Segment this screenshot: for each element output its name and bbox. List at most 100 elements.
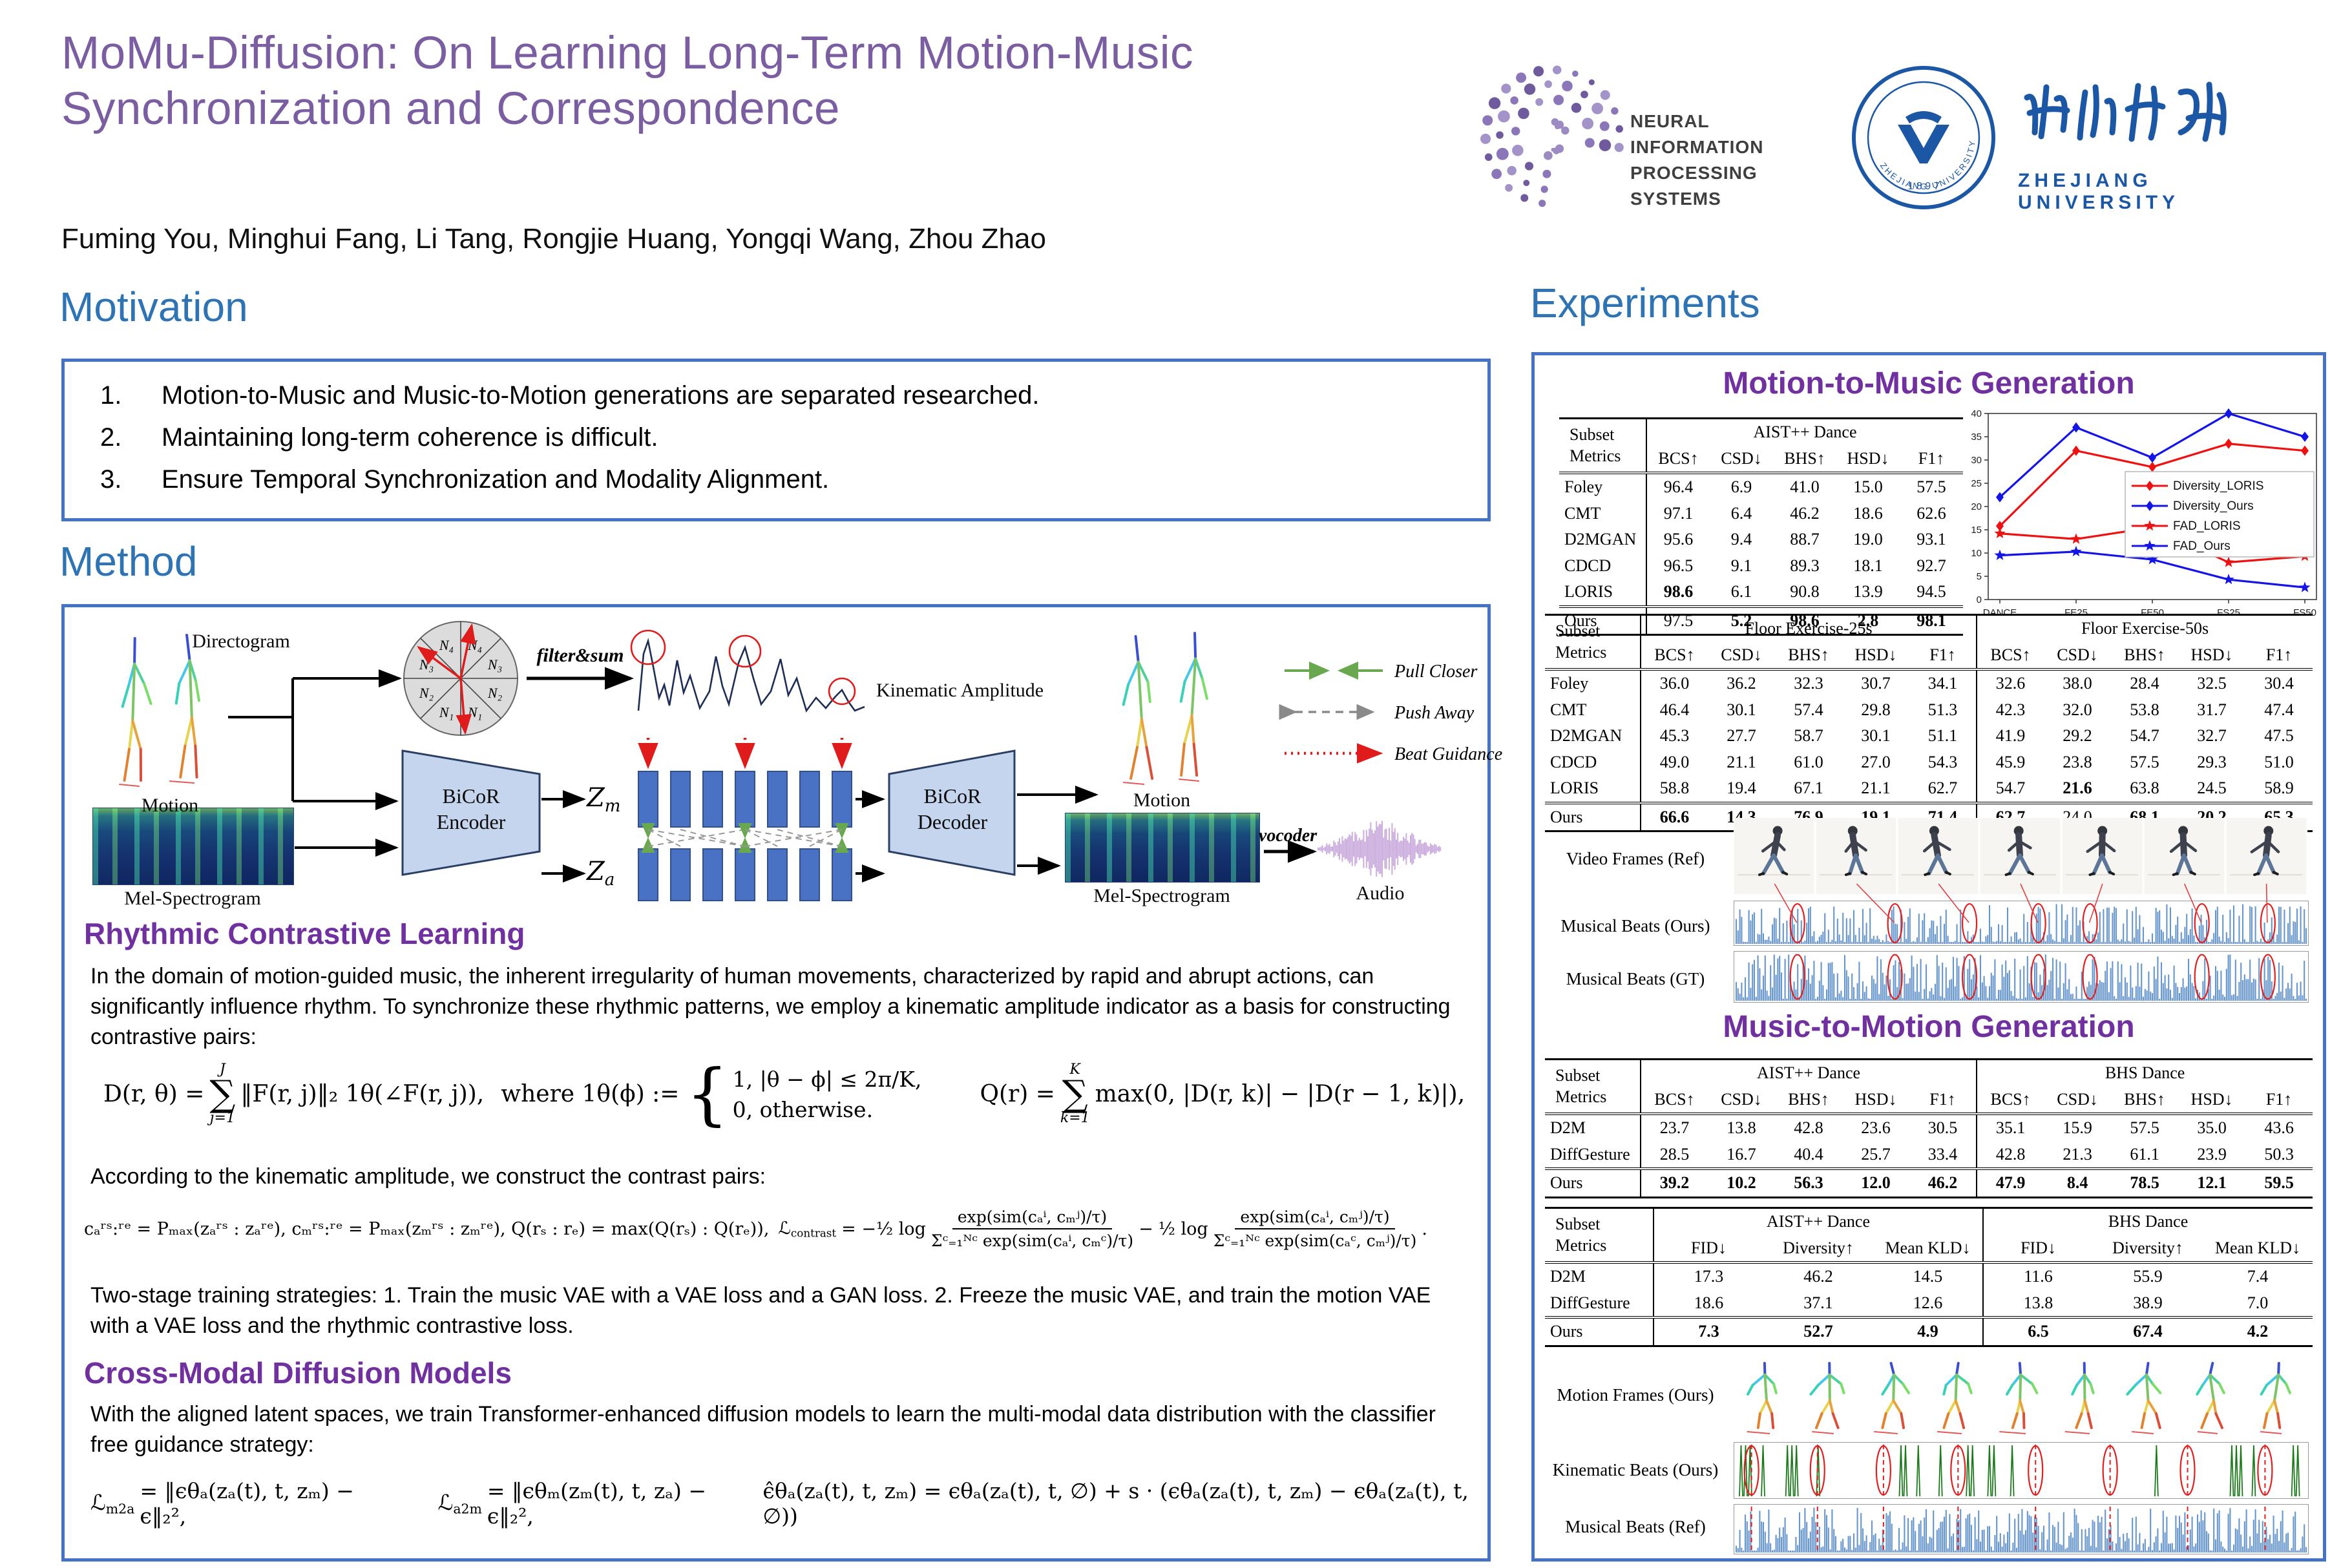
svg-text:15: 15 [1971,525,1982,536]
table-cell: 89.3 [1790,556,1820,575]
table-cell: 57.5 [2130,1118,2159,1137]
col-header: HSD↓ [1854,645,1897,664]
diagram-legend-icons [1279,662,1383,764]
table-group-header: Floor Exercise-50s [1975,614,2313,642]
mel-spectrogram-left-image [92,808,294,885]
table-corner: Subset Metrics [1570,425,1621,465]
svg-text:40: 40 [1971,408,1982,419]
table-cell: 49.0 [1640,749,1708,775]
table-cell: 21.1 [1861,779,1891,797]
table-cell: 12.6 [1913,1293,1943,1312]
col-header: BHS↑ [2124,1089,2165,1109]
rcl-paragraph: In the domain of motion-guided music, th… [90,964,1451,1049]
table-cell: 42.3 [1976,696,2044,723]
svg-text:20: 20 [1971,501,1982,512]
legend-pull-closer: Pull Closer [1394,662,1478,682]
experiments-panel: Motion-to-Music Generation Subset Metrics… [1531,352,2326,1562]
table-row: CDCD 49.0 21.1 61.0 27.0 54.3 45.9 23.8 57.5 29.3… [1545,749,2313,775]
formula-fragment: ℒa2m [437,1490,482,1517]
table-cell: 35.1 [1976,1114,2044,1142]
row-label: CDCD [1550,752,1597,771]
formula-fragment: = ‖ϵθₐ(zₐ(t), t, zₘ) − ϵ‖₂², [140,1478,354,1529]
table-cell: 12.0 [1861,1173,1891,1192]
formula-diffusion: ℒm2a = ‖ϵθₐ(zₐ(t), t, zₘ) − ϵ‖₂², ℒa2m =… [90,1478,1487,1529]
table-cell: 59.5 [2264,1173,2294,1192]
formula-fragment: max(0, |D(r, k)| − |D(r − 1, k)|), [1095,1081,1465,1108]
table-cell: 18.6 [1853,503,1883,523]
row-label: D2MGAN [1564,530,1637,549]
row-label: Ours [1550,1173,1583,1192]
section-heading-method: Method [59,538,198,585]
svg-text:N₄: N₄ [439,637,454,653]
table-cell: 13.9 [1853,582,1883,601]
table-cell: 30.1 [1861,726,1891,745]
table-group-header: AIST++ Dance [1639,1059,1977,1087]
mel-spectrogram-right-image [1065,813,1260,883]
table-cell: 19.4 [1727,779,1756,797]
col-header: BCS↑ [1646,445,1710,473]
svg-text:35: 35 [1971,432,1982,443]
table-cell: 47.4 [2264,700,2294,719]
table-cell: 10.2 [1727,1173,1756,1192]
fraction: exp(sim(cₐⁱ, cₘʲ)/τ) Σᶜ₌₁ᴺᶜ exp(sim(cₐⁱ, … [930,1207,1134,1251]
formula-fragment: cₐʳˢ:ʳᵉ = Pₘₐₓ(zₐʳˢ : zₐʳᵉ), cₘʳˢ:ʳᵉ = P… [84,1218,770,1239]
col-header: BCS↑ [1976,1086,2044,1114]
table-cell: 23.8 [2063,752,2092,771]
table-cell: 54.7 [2130,726,2159,745]
table-row: LORIS 58.8 19.4 67.1 21.1 62.7 54.7 21.6 63.8 24.… [1545,775,2313,803]
formula-fragment: ½ log [1158,1218,1208,1239]
heading-motion-to-music: Motion-to-Music Generation [1723,366,2135,401]
table-group-header: BHS Dance [1982,1207,2313,1235]
fraction: exp(sim(cₐⁱ, cₘʲ)/τ) Σᶜ₌₁ᴺᶜ exp(sim(cₐᶜ, … [1213,1207,1417,1251]
col-header: HSD↓ [2190,1089,2233,1109]
row-label: CDCD [1564,556,1612,575]
table-cell: 30.7 [1861,674,1891,693]
table-cell: 43.6 [2264,1118,2294,1137]
label-bicor-encoder: BiCoR Encoder [436,784,506,833]
col-header: HSD↓ [1854,1089,1897,1109]
page-title: MoMu-Diffusion: On Learning Long-Term Mo… [61,26,1193,137]
svg-text:N₃: N₃ [419,656,434,673]
table-floor-exercise: Subset Metrics Floor Exercise-25s Floor E… [1545,614,2313,832]
musical-beats-ours-waveform [1734,901,2309,946]
table-cell: 33.4 [1927,1144,1958,1164]
table-group-header: AIST++ Dance [1646,418,1963,446]
label-za: Za [587,857,615,890]
zju-logo: ZHEJIANG UNIVERSITY 1 8 9 7 ZHEJIANG UNI… [1845,61,2323,216]
table-row: LORIS 98.6 6.1 90.8 13.9 94.5 [1559,579,1963,607]
label-vocoder: vocoder [1258,826,1318,846]
method-panel: N₄ N₄ N₃ N₃ N₂ N₂ N₁ N₁ [61,604,1502,1562]
table-cell: 46.2 [1927,1173,1958,1192]
col-header: FID↓ [1653,1235,1763,1262]
table-cell: 7.4 [2247,1267,2269,1286]
formula-fragment: − [1139,1218,1153,1239]
cases-block: { 1, |θ − ϕ| ≤ 2π/K, 0, otherwise. [686,1054,922,1133]
row-label: LORIS [1564,582,1613,601]
formula-fragment: where 1θ(ϕ) := [501,1081,680,1108]
label-kinematic-amplitude: Kinematic Amplitude [876,680,1044,701]
col-header: F1↑ [1918,448,1945,468]
musical-beats-gt-waveform [1734,951,2309,1003]
table-corner: Subset Metrics [1555,1215,1607,1255]
table-cell: 37.1 [1803,1293,1833,1312]
col-header: CSD↓ [2057,645,2098,664]
label-zm: Zm [587,783,621,816]
row-label: LORIS [1550,779,1599,797]
label-directogram: Directogram [192,631,290,652]
table-cell: 51.1 [1927,726,1958,745]
table-cell: 45.3 [1640,723,1708,749]
zju-year: 1 8 9 7 [1908,181,1940,192]
legend-push-away: Push Away [1394,703,1475,723]
table-cell: 13.8 [1727,1118,1756,1137]
table-cell: 90.8 [1790,582,1820,601]
formula-fragment: = − [841,1218,876,1239]
svg-text:FAD_Ours: FAD_Ours [2173,539,2231,553]
formula-fragment: ½ log [876,1218,926,1239]
table-cell: 98.6 [1646,579,1710,607]
col-header: HSD↓ [2190,645,2233,664]
heading-cross-modal-diffusion: Cross-Modal Diffusion Models [84,1356,512,1390]
row-label: DiffGesture [1550,1293,1630,1312]
table-cell: 57.5 [1916,477,1946,496]
directogram-wheel-icon: N₄ N₄ N₃ N₃ N₂ N₂ N₁ N₁ [403,621,518,736]
formula-fragment: ϵ̂θₐ(zₐ(t), t, zₘ) = ϵθₐ(zₐ(t), t, ∅) + … [762,1478,1469,1529]
